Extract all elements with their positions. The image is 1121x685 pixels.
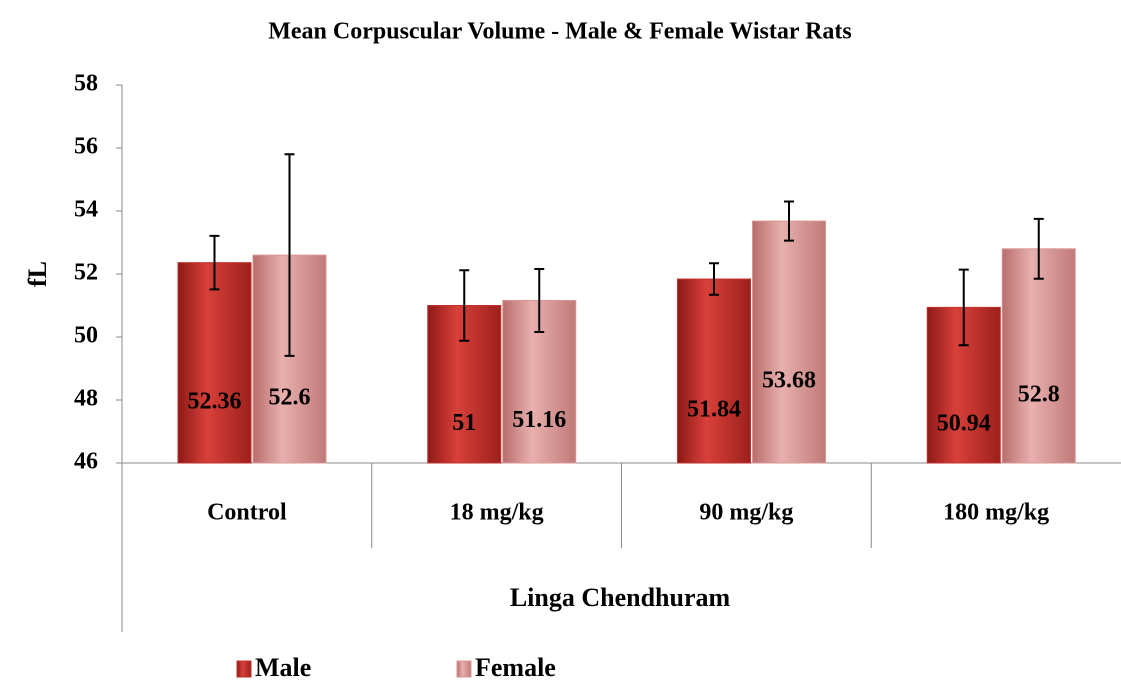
legend-swatch <box>456 660 472 678</box>
data-label: 52.36 <box>188 388 242 414</box>
y-tick-label: 58 <box>74 71 98 97</box>
y-tick-label: 50 <box>74 323 98 349</box>
data-label: 52.8 <box>1018 381 1060 407</box>
error-bar <box>784 200 794 242</box>
legend-label: Male <box>255 653 311 682</box>
bar <box>177 262 252 464</box>
error-bar <box>709 262 719 296</box>
error-bar <box>459 269 470 342</box>
legend-label: Female <box>475 653 556 682</box>
y-tick-label: 46 <box>74 449 98 475</box>
data-label: 52.6 <box>269 385 311 411</box>
data-label: 53.68 <box>762 368 816 394</box>
data-label: 50.94 <box>937 411 991 437</box>
bar <box>1001 248 1076 464</box>
error-bar <box>209 234 220 291</box>
x-tick-label: 18 mg/kg <box>450 500 544 526</box>
y-tick-label: 48 <box>74 386 98 412</box>
error-bar <box>284 153 295 357</box>
x-tick-label: Control <box>207 500 287 526</box>
data-label: 51 <box>452 410 476 436</box>
x-tick-label: 180 mg/kg <box>943 500 1049 526</box>
x-tick-label: 90 mg/kg <box>699 500 793 526</box>
error-bar <box>1033 217 1044 280</box>
error-bar <box>534 267 545 333</box>
error-bar <box>958 268 969 347</box>
bar <box>677 278 751 464</box>
legend-swatch <box>236 660 252 678</box>
x-axis-title: Linga Chendhuram <box>510 583 731 612</box>
y-tick-label: 52 <box>74 260 98 286</box>
chart-title: Mean Corpuscular Volume - Male & Female … <box>268 19 852 45</box>
data-label: 51.84 <box>687 397 741 423</box>
data-label: 51.16 <box>512 407 566 433</box>
y-axis-title: fL <box>23 261 52 287</box>
y-tick-label: 56 <box>74 134 98 160</box>
y-tick-label: 54 <box>74 197 98 223</box>
bar <box>752 220 826 464</box>
